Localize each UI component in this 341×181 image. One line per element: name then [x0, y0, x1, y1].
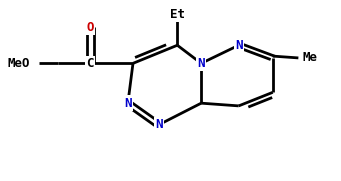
- Text: C: C: [87, 57, 94, 70]
- Text: MeO: MeO: [8, 57, 30, 70]
- Text: Et: Et: [170, 8, 185, 21]
- Text: O: O: [87, 21, 94, 34]
- Text: N: N: [155, 118, 162, 131]
- Text: Me: Me: [303, 51, 318, 64]
- Text: N: N: [197, 57, 205, 70]
- Text: N: N: [124, 97, 132, 110]
- Text: N: N: [235, 39, 242, 52]
